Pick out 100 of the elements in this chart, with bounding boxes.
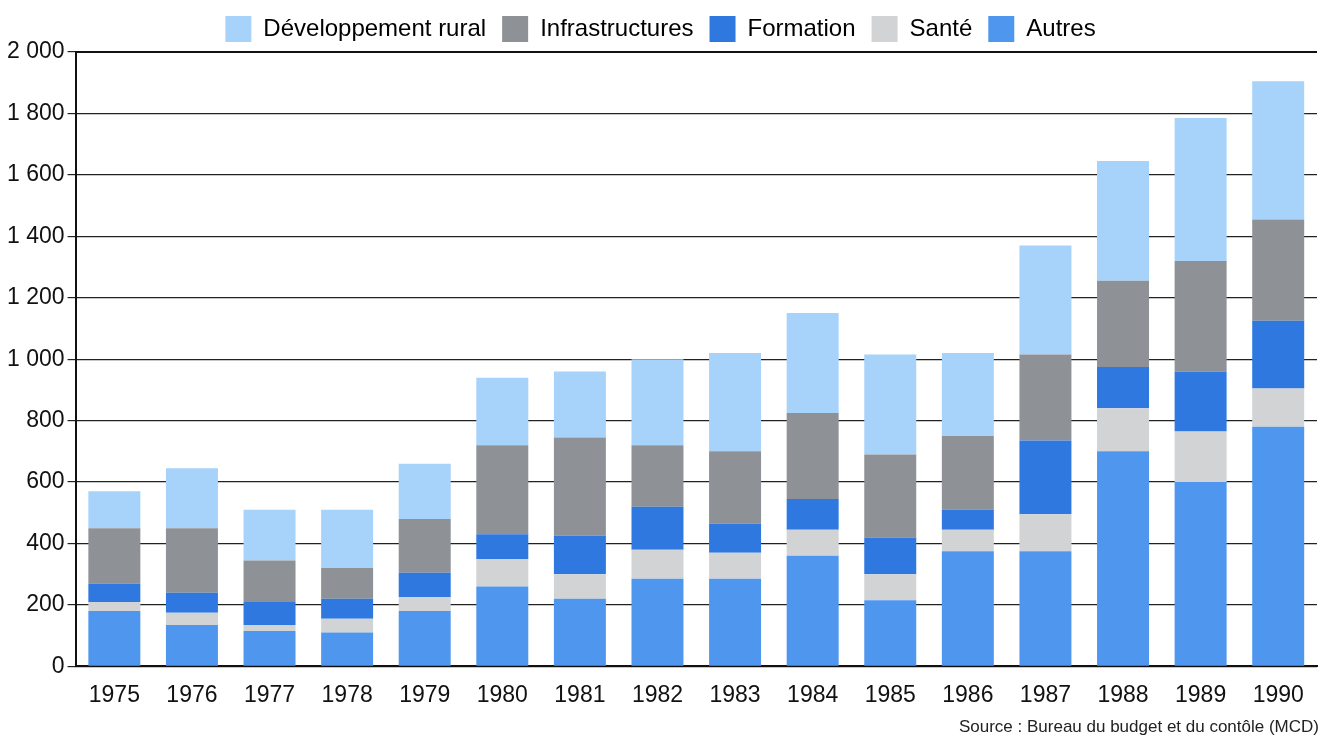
bar — [941, 353, 994, 436]
bar — [709, 578, 762, 666]
bar — [786, 529, 839, 556]
bar — [165, 612, 218, 625]
x-tick-label: 1976 — [166, 680, 218, 707]
bar — [709, 451, 762, 524]
bar — [476, 377, 529, 446]
bar — [243, 624, 296, 632]
bar — [1174, 482, 1227, 666]
legend-label: Santé — [909, 13, 973, 41]
x-tick-label: 1986 — [942, 680, 994, 707]
bar — [398, 611, 451, 666]
y-tick-label: 800 — [26, 405, 65, 432]
bar — [1097, 408, 1150, 452]
bar — [88, 583, 141, 602]
x-tick-label: 1980 — [476, 680, 528, 707]
bar — [165, 624, 218, 666]
x-tick-label: 1975 — [88, 680, 140, 707]
bar — [476, 534, 529, 559]
bar — [941, 436, 994, 510]
bar — [1174, 371, 1227, 432]
bar — [476, 586, 529, 666]
bar — [88, 601, 141, 612]
bar — [165, 592, 218, 613]
x-tick-label: 1981 — [554, 680, 606, 707]
bar — [941, 529, 994, 552]
y-tick-label: 1 800 — [6, 98, 65, 125]
x-tick-label: 1977 — [243, 680, 296, 707]
bar — [864, 454, 917, 538]
y-tick-label: 1 600 — [6, 160, 65, 187]
bar — [398, 572, 451, 598]
bar — [864, 600, 917, 666]
x-tick-label: 1979 — [399, 680, 451, 707]
x-tick-label: 1988 — [1097, 680, 1149, 707]
bar — [631, 506, 684, 550]
y-tick-label: 200 — [26, 590, 65, 617]
legend-label: Développement rural — [263, 13, 487, 41]
bar — [709, 353, 762, 452]
bar — [476, 445, 529, 535]
bar — [1097, 280, 1150, 367]
bar — [88, 491, 141, 529]
bar — [321, 618, 374, 633]
bar — [864, 537, 917, 575]
bar — [1097, 366, 1150, 409]
bar — [1097, 451, 1150, 666]
bar — [1252, 426, 1305, 666]
bar — [1252, 81, 1305, 220]
y-tick-label: 400 — [26, 528, 65, 555]
bar — [864, 354, 917, 455]
legend-label: Autres — [1026, 13, 1096, 41]
bar — [553, 535, 606, 575]
bar — [1097, 161, 1150, 281]
bar — [709, 552, 762, 579]
bar — [553, 437, 606, 536]
x-tick-label: 1990 — [1252, 680, 1304, 707]
bar — [243, 509, 296, 561]
bar — [1174, 260, 1227, 372]
y-tick-label: 0 — [51, 651, 65, 678]
y-tick-label: 1 000 — [6, 344, 65, 371]
bar — [243, 631, 296, 666]
bar — [1252, 219, 1305, 321]
bar — [1019, 551, 1072, 666]
x-tick-label: 1987 — [1019, 680, 1072, 707]
bar — [321, 598, 374, 619]
legend-label: Formation — [747, 13, 856, 41]
x-tick-label: 1982 — [631, 680, 684, 707]
bar — [553, 574, 606, 599]
x-tick-label: 1978 — [321, 680, 373, 707]
bar — [321, 632, 374, 666]
y-tick-label: 1 400 — [6, 221, 65, 248]
bar — [786, 555, 839, 666]
bar — [398, 518, 451, 573]
bar — [709, 523, 762, 553]
bar — [631, 549, 684, 579]
bar — [786, 412, 839, 499]
bar — [631, 445, 684, 507]
bar — [1174, 431, 1227, 483]
bar — [786, 313, 839, 413]
bar — [864, 574, 917, 601]
bar — [1019, 245, 1072, 355]
x-tick-label: 1984 — [787, 680, 839, 707]
x-tick-label: 1985 — [864, 680, 916, 707]
bar — [398, 463, 451, 519]
bar — [243, 560, 296, 602]
bar — [165, 528, 218, 593]
bar — [941, 509, 994, 530]
bar — [553, 598, 606, 666]
y-tick-label: 1 200 — [6, 283, 65, 310]
bar — [553, 371, 606, 438]
bar — [165, 468, 218, 529]
bar — [1252, 388, 1305, 427]
bar — [398, 597, 451, 612]
legend-label: Infrastructures — [540, 13, 694, 41]
bar — [476, 558, 529, 587]
bar — [88, 528, 141, 584]
source-note: Source : Bureau du budget et du contôle (MCD) — [958, 717, 1319, 737]
bar — [321, 509, 374, 569]
bar — [786, 498, 839, 530]
x-tick-label: 1989 — [1175, 680, 1227, 707]
bar — [1019, 440, 1072, 515]
